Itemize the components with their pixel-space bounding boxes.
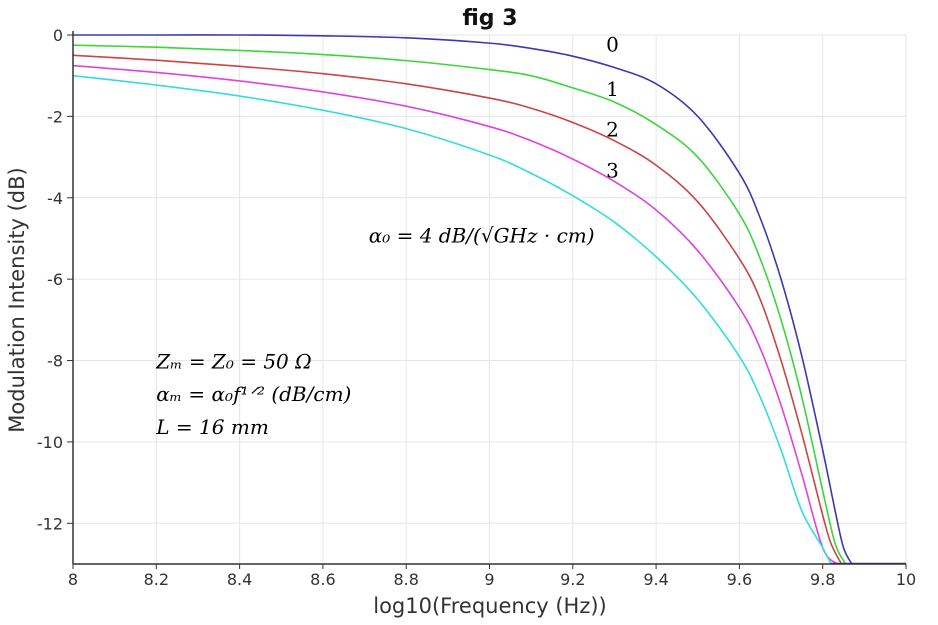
annotation: L = 16 mm	[155, 415, 268, 439]
x-tick-label: 8.6	[310, 570, 335, 589]
series-line-1	[72, 44, 847, 565]
y-tick-label: -4	[47, 189, 63, 208]
x-tick-label: 8.4	[227, 570, 252, 589]
x-tick-label: 9	[484, 570, 494, 589]
curve-label-0: 0	[606, 32, 619, 56]
annotation: α₀ = 4 dB/(√GHz · cm)	[369, 224, 595, 248]
y-tick-label: -10	[37, 433, 63, 452]
annotation: Zₘ = Z₀ = 50 Ω	[155, 350, 311, 374]
chart-title: fig 3	[462, 6, 517, 31]
x-tick-label: 9.6	[727, 570, 752, 589]
grid	[72, 34, 907, 564]
annotations: α₀ = 4 dB/(√GHz · cm) Zₘ = Z₀ = 50 Ω αₘ = …	[155, 224, 594, 439]
y-tick-label: -8	[47, 352, 63, 371]
series-line-2	[72, 54, 843, 565]
series-line-0	[73, 34, 853, 565]
curve-labels: 0 1 2 3	[606, 32, 619, 182]
x-ticks: 8 8.2 8.4 8.6 8.8 9 9.2 9.4 9.6 9.8 10	[68, 564, 916, 589]
curve-label-2: 2	[606, 118, 619, 142]
x-tick-label: 9.2	[560, 570, 585, 589]
curve-label-1: 1	[606, 77, 619, 101]
x-tick-label: 10	[896, 570, 916, 589]
y-axis-label: Modulation Intensity (dB)	[5, 167, 29, 432]
annotation: αₘ = α₀f¹ᐟ² (dB/cm)	[156, 382, 351, 406]
y-ticks: 0 -2 -4 -6 -8 -10 -12	[37, 26, 73, 533]
x-tick-label: 8	[68, 570, 78, 589]
x-tick-label: 9.8	[810, 570, 835, 589]
y-tick-label: -12	[37, 514, 63, 533]
x-tick-label: 8.8	[393, 570, 418, 589]
y-tick-label: -6	[47, 270, 63, 289]
y-tick-label: 0	[53, 26, 63, 45]
x-tick-label: 9.4	[643, 570, 668, 589]
y-tick-label: -2	[47, 107, 63, 126]
series-line-3	[72, 64, 838, 565]
x-axis-label: log10(Frequency (Hz))	[373, 594, 606, 618]
x-tick-label: 8.2	[144, 570, 169, 589]
series-line-4	[72, 74, 832, 565]
curve-label-3: 3	[606, 158, 619, 182]
curves	[72, 34, 906, 565]
